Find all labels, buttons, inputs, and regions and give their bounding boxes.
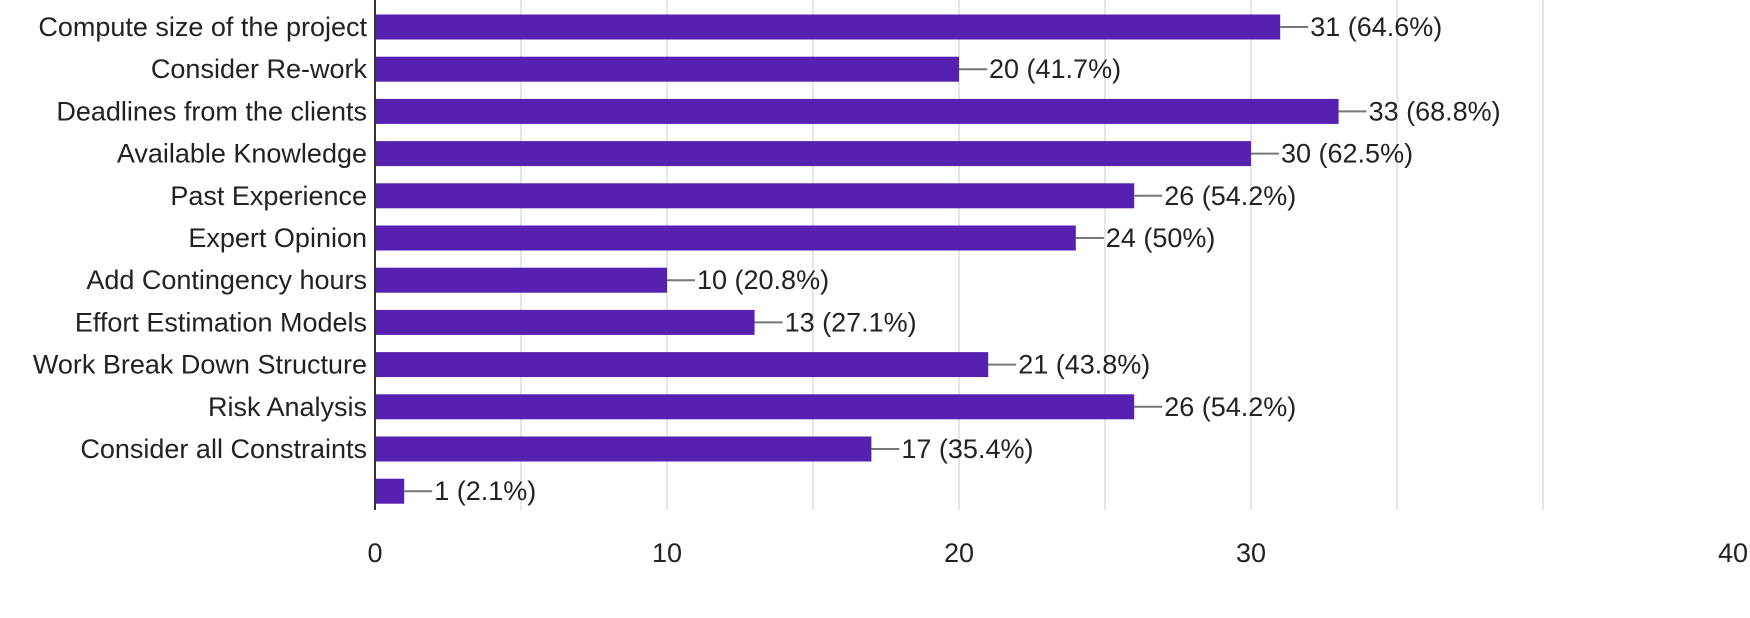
bar [375,352,989,378]
bar [375,183,1135,209]
bar [375,225,1076,251]
category-label: Deadlines from the clients [56,96,367,126]
bar [375,309,755,335]
data-label: 13 (27.1%) [785,307,917,337]
x-tick-label: 40 [1718,538,1748,568]
bar [375,98,1339,124]
x-axis-ticks: 0 10 20 30 40 [367,538,1748,568]
data-label: 24 (50%) [1106,223,1216,253]
data-label: 30 (62.5%) [1281,139,1413,169]
x-tick-label: 0 [367,538,382,568]
category-label: Add Contingency hours [86,265,367,295]
category-label: Compute size of the project [38,12,367,42]
bar [375,267,667,293]
category-label: Available Knowledge [117,139,367,169]
gridlines [520,0,1544,510]
x-tick-label: 20 [944,538,974,568]
bars: 31 (64.6%) Compute size of the project 20 … [33,12,1501,506]
data-label: 31 (64.6%) [1310,12,1442,42]
category-label: Expert Opinion [188,223,367,253]
x-tick-label: 30 [1236,538,1266,568]
category-label: Consider Re-work [151,54,368,84]
bar [375,478,405,504]
data-label: 17 (35.4%) [901,434,1033,464]
data-label: 20 (41.7%) [989,54,1121,84]
category-label: Effort Estimation Models [75,307,367,337]
data-label: 21 (43.8%) [1018,350,1150,380]
bar [375,436,872,462]
bar [375,141,1251,167]
data-label: 10 (20.8%) [697,265,829,295]
category-label: Consider all Constraints [80,434,367,464]
data-label: 33 (68.8%) [1369,96,1501,126]
bar [375,14,1281,40]
data-label: 26 (54.2%) [1164,392,1296,422]
x-tick-label: 10 [652,538,682,568]
data-label: 26 (54.2%) [1164,181,1296,211]
category-label: Risk Analysis [208,392,367,422]
category-label: Past Experience [170,181,367,211]
category-label: Work Break Down Structure [33,350,367,380]
bar [375,56,959,82]
data-label: 1 (2.1%) [434,476,536,506]
bar [375,394,1135,420]
